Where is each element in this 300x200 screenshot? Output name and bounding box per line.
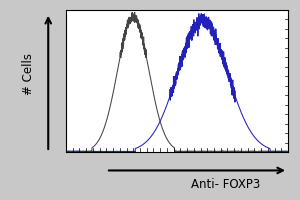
Text: Anti- FOXP3: Anti- FOXP3 [191, 178, 260, 191]
Text: # Cells: # Cells [22, 53, 35, 95]
